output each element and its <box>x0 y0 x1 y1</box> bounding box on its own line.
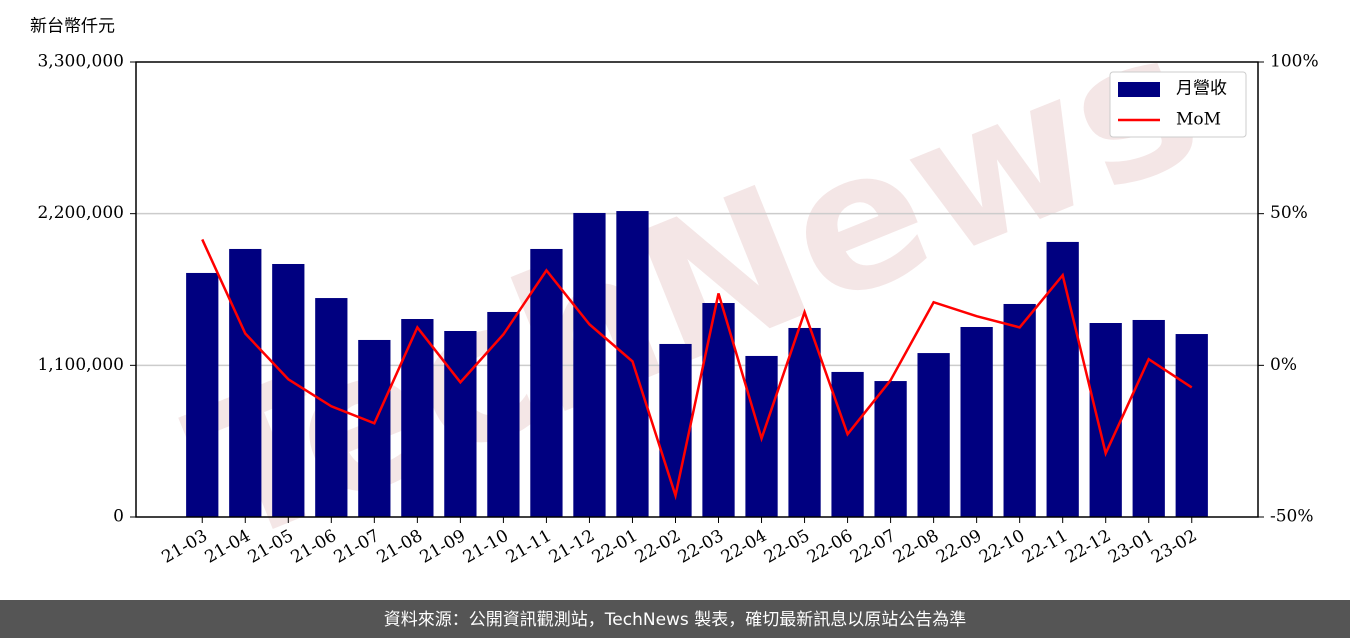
x-tick-label: 22-08 <box>890 526 942 568</box>
bar <box>659 343 692 517</box>
x-tick-label: 22-03 <box>675 526 727 568</box>
y2-tick-label: -50% <box>1270 507 1314 527</box>
y2-tick-label: 100% <box>1270 52 1319 72</box>
x-tick-label: 22-11 <box>1019 526 1071 568</box>
y-tick-label: 1,100,000 <box>37 355 124 375</box>
x-tick-label: 21-11 <box>503 526 555 568</box>
bar <box>186 272 219 517</box>
x-tick-label: 22-07 <box>847 526 899 568</box>
bar <box>229 248 262 518</box>
bar <box>444 331 477 517</box>
x-tick-label: 21-10 <box>460 526 512 568</box>
bar <box>358 339 391 517</box>
bar <box>1003 303 1036 517</box>
x-tick-label: 21-09 <box>417 526 469 568</box>
legend-label: MoM <box>1176 110 1221 130</box>
legend-label: 月營收 <box>1176 79 1227 99</box>
bar <box>874 381 907 517</box>
x-tick-label: 22-04 <box>718 526 770 568</box>
y-tick-label: 3,300,000 <box>37 52 124 72</box>
bar <box>272 263 305 517</box>
bar <box>401 319 434 517</box>
x-tick-label: 21-03 <box>159 526 211 568</box>
bar <box>1175 334 1208 517</box>
x-tick-label: 22-06 <box>804 526 856 568</box>
mom-line <box>201 238 1193 501</box>
bar <box>831 371 864 517</box>
x-tick-label: 22-09 <box>933 526 985 568</box>
y-tick-label: 0 <box>113 507 124 527</box>
bar <box>960 327 993 517</box>
y2-tick-label: 50% <box>1270 203 1308 223</box>
bar <box>530 248 563 518</box>
y-tick-label: 2,200,000 <box>37 203 124 223</box>
y-axis-label: 新台幣仟元 <box>30 17 115 37</box>
bar <box>573 212 606 517</box>
x-tick-label: 22-10 <box>976 526 1028 568</box>
x-tick-label: 23-02 <box>1148 526 1200 568</box>
x-tick-label: 22-01 <box>589 526 641 568</box>
plot-frame <box>135 61 1259 518</box>
bar <box>1046 241 1079 517</box>
x-tick-label: 22-12 <box>1062 526 1114 568</box>
bar <box>917 353 950 517</box>
footer-bar <box>0 600 1350 638</box>
bar <box>788 327 821 517</box>
source-note: 資料來源：公開資訊觀測站，TechNews 製表，確切最新訊息以原站公告為準 <box>384 610 966 630</box>
bar <box>1089 323 1122 517</box>
x-tick-label: 22-05 <box>761 526 813 568</box>
x-tick-label: 22-02 <box>632 526 684 568</box>
bar <box>1132 319 1165 517</box>
x-tick-label: 21-12 <box>546 526 598 568</box>
legend-swatch <box>1118 82 1160 97</box>
x-tick-label: 23-01 <box>1105 526 1157 568</box>
bar <box>487 311 520 517</box>
y2-tick-label: 0% <box>1270 355 1297 375</box>
